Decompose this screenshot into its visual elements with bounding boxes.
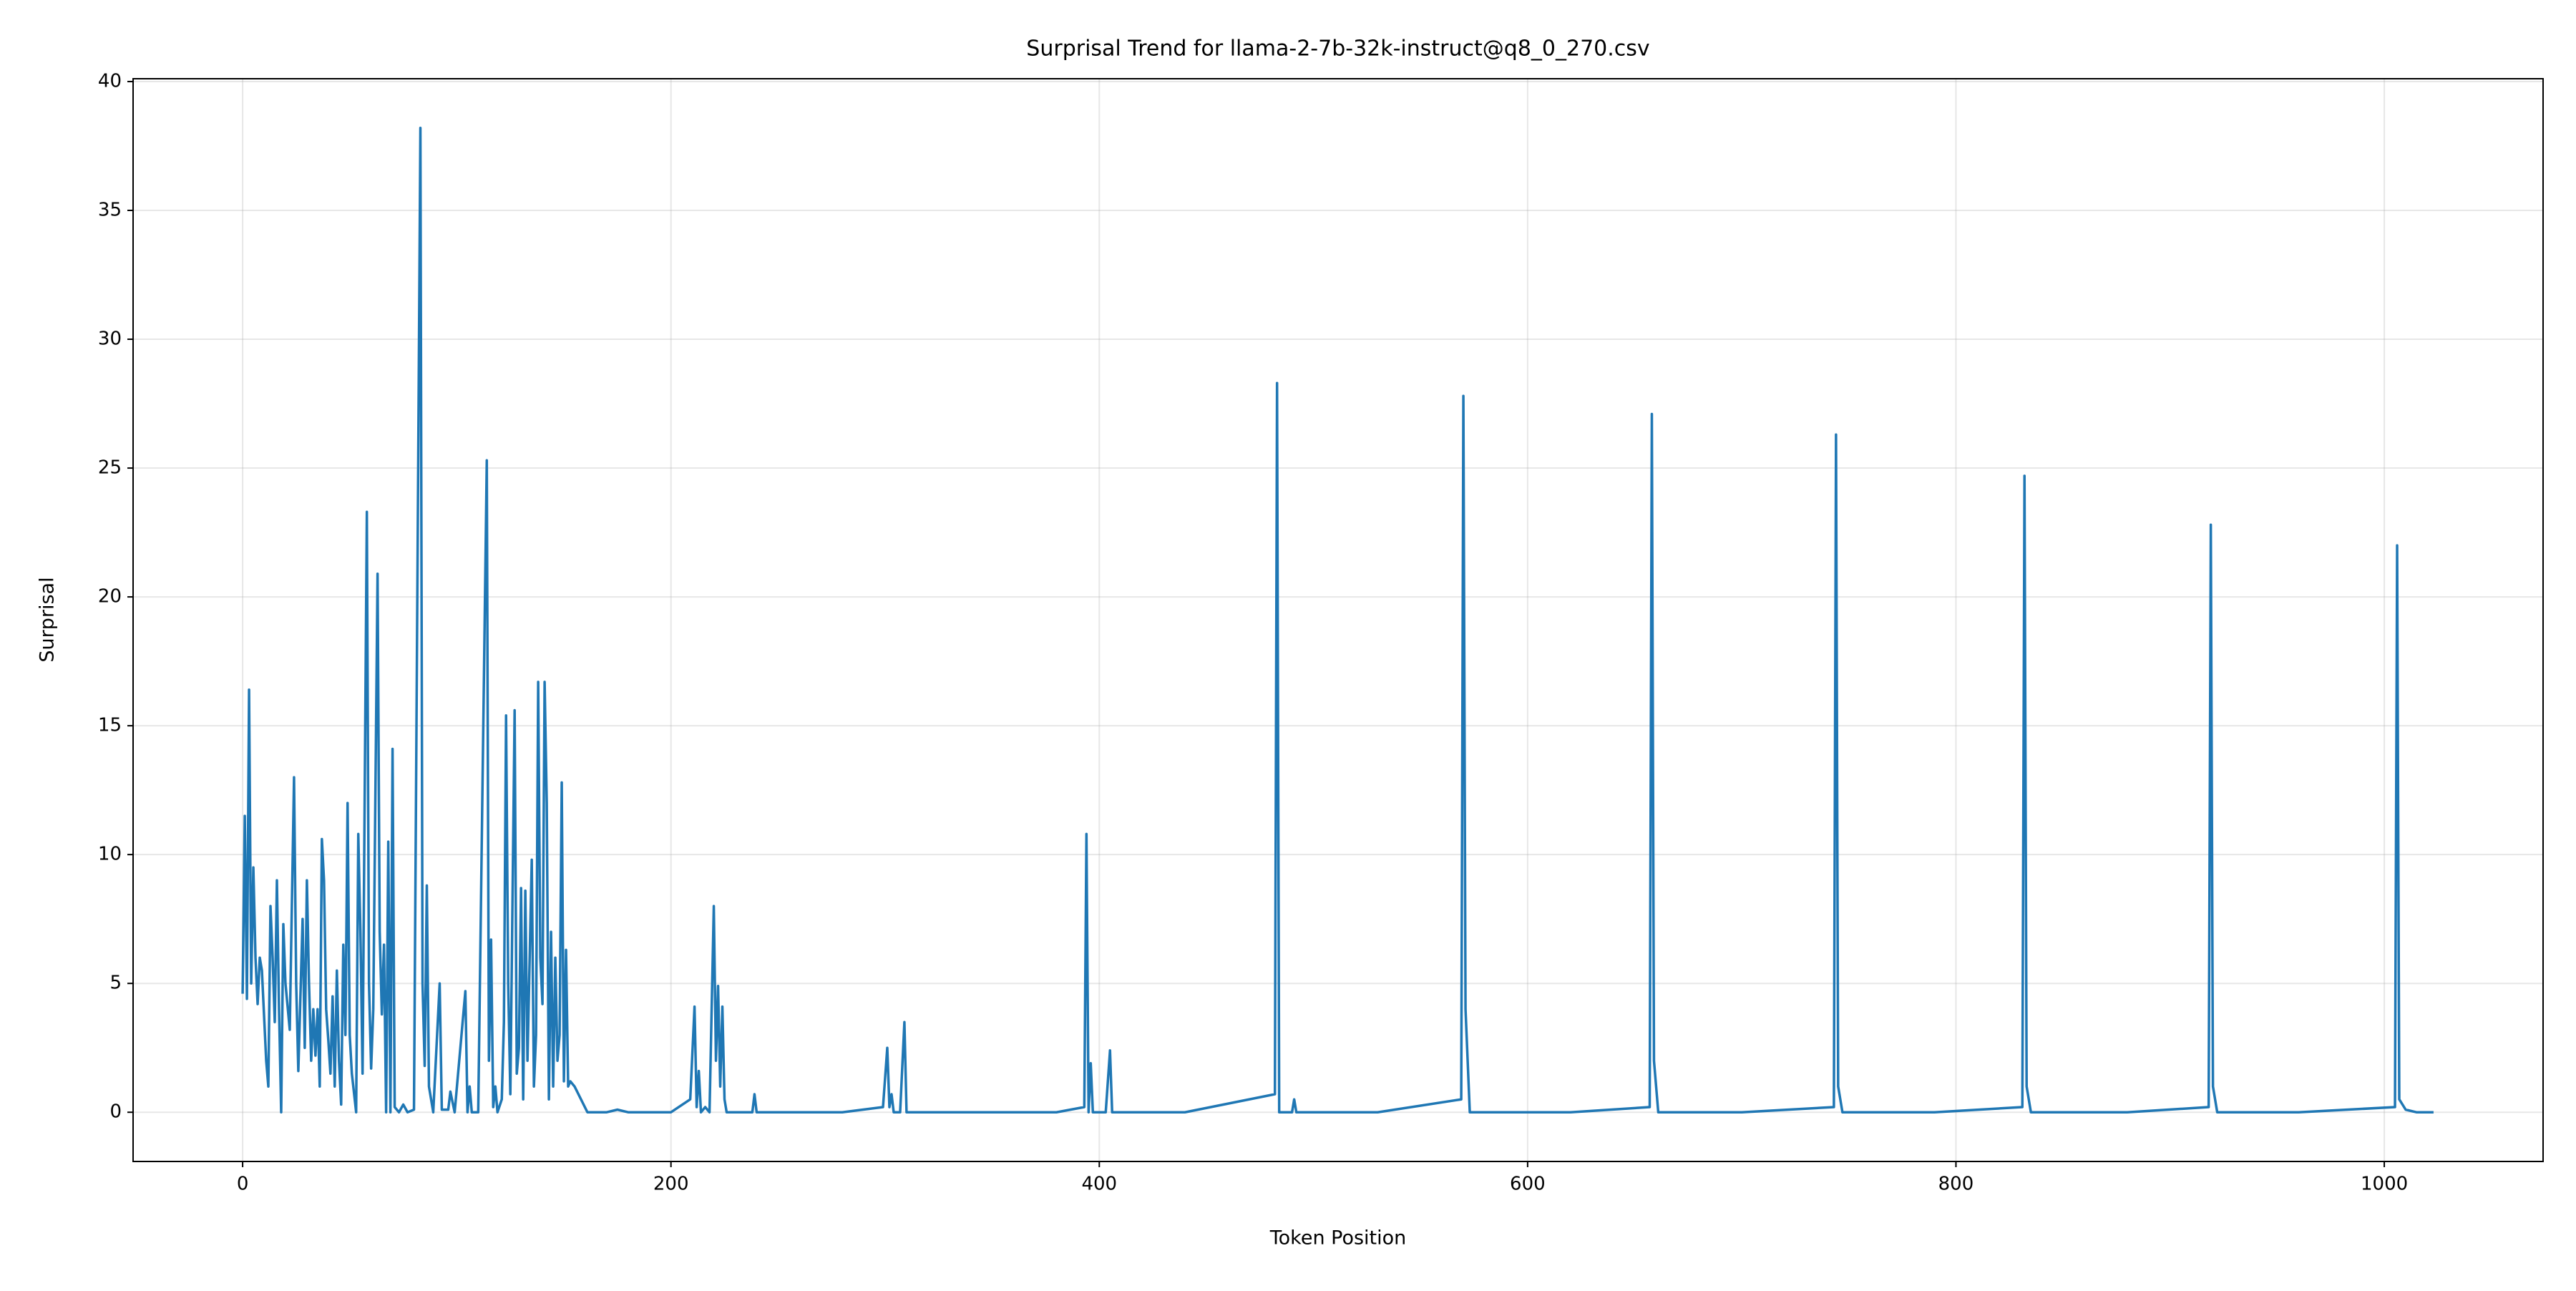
x-tick-label: 400: [1081, 1174, 1117, 1195]
x-tick-label: 0: [237, 1174, 249, 1195]
y-tick-label: 5: [109, 973, 122, 994]
y-tick-label: 20: [98, 586, 122, 608]
y-tick-label: 30: [98, 328, 122, 350]
data-line: [241, 127, 2434, 1114]
y-axis-label: Surprisal: [36, 577, 59, 662]
x-tick-label: 1000: [2361, 1174, 2408, 1195]
plot-frame: [132, 78, 2544, 1162]
chart-title: Surprisal Trend for llama-2-7b-32k-instr…: [1026, 36, 1649, 62]
y-tick-label: 40: [98, 70, 122, 92]
x-axis-label: Token Position: [1269, 1227, 1407, 1249]
x-tick-label: 600: [1510, 1174, 1546, 1195]
y-tick-label: 35: [98, 199, 122, 220]
y-tick-label: 15: [98, 715, 122, 736]
y-tick-label: 25: [98, 457, 122, 479]
x-tick-label: 800: [1938, 1174, 1974, 1195]
x-tick-label: 200: [653, 1174, 689, 1195]
y-tick-label: 0: [109, 1101, 122, 1123]
y-tick-label: 10: [98, 844, 122, 865]
